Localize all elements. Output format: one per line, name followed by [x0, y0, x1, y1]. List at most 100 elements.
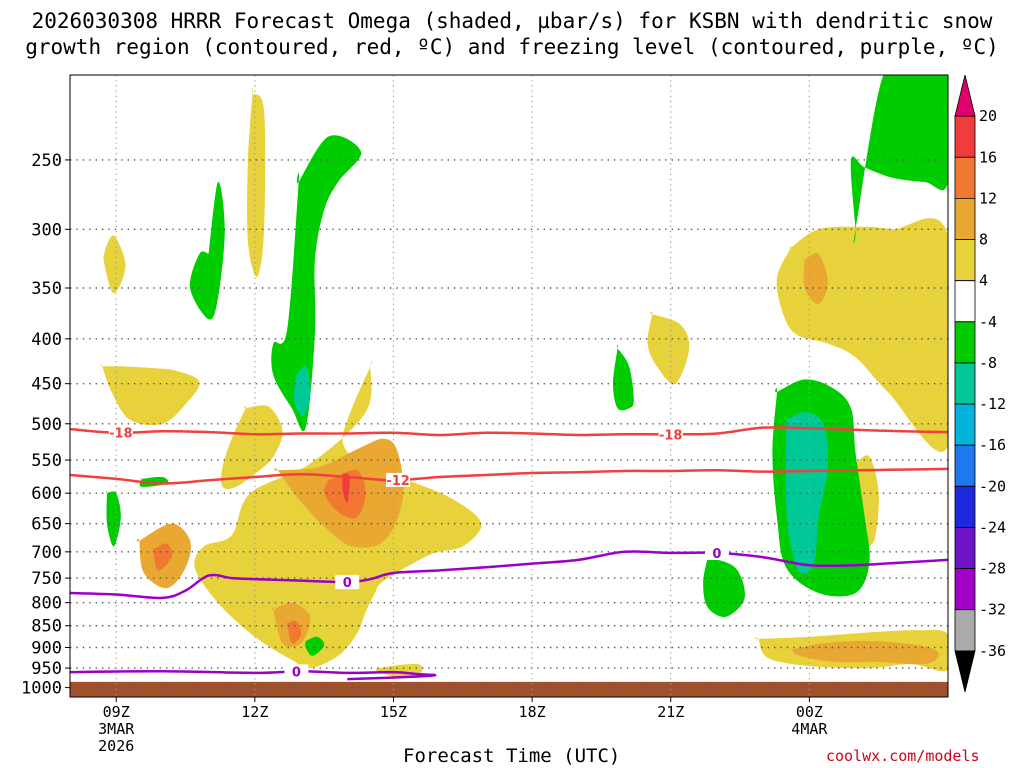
omega-region: [613, 344, 634, 411]
x-tick-label: 00Z: [796, 703, 823, 721]
colorbar-label: 20: [979, 107, 997, 125]
omega-region: [247, 87, 266, 278]
omega-region: [304, 636, 325, 656]
x-tick-label: 4MAR: [791, 720, 828, 738]
x-axis-title: Forecast Time (UTC): [403, 745, 621, 767]
colorbar-bin: [954, 485, 976, 528]
y-tick-label: 250: [31, 151, 62, 171]
colorbar-label: -24: [979, 518, 1006, 536]
colorbar-label: -12: [979, 395, 1006, 413]
colorbar-label: -32: [979, 601, 1006, 619]
y-tick-label: 600: [31, 484, 62, 504]
y-tick-label: 800: [31, 594, 62, 614]
ground-layer: [70, 681, 948, 697]
colorbar-label: 12: [979, 189, 997, 207]
omega-region: [100, 364, 200, 426]
pressure-axis: 2503003504004505005506006507007508008509…: [21, 151, 70, 699]
colorbar-label: -28: [979, 560, 1006, 578]
freezing-level-contour-line: [70, 550, 948, 600]
omega-region: [271, 135, 362, 432]
freezing-level-contour-line: [70, 670, 437, 681]
y-tick-label: 650: [31, 515, 62, 535]
omega-region: [151, 543, 173, 571]
dgz-contour-line: [70, 426, 948, 437]
y-tick-label: 900: [31, 638, 62, 658]
ground-fill: [70, 681, 948, 697]
temperature-contours: -18 -18 -12 0 0 0: [70, 425, 948, 681]
x-tick-label: 3MAR: [98, 720, 135, 738]
colorbar-bin: [954, 609, 976, 652]
freezing-level-label-bg: [704, 545, 729, 560]
omega-region: [647, 311, 690, 385]
colorbar-bin: [954, 568, 976, 611]
plot-frame: [69, 74, 949, 698]
colorbar-label: -36: [979, 642, 1006, 660]
colorbar-bin: [954, 650, 976, 693]
colorbar-label: -20: [979, 477, 1006, 495]
colorbar-label: -8: [979, 354, 997, 372]
freezing-level-label-bg: [284, 664, 309, 679]
colorbar-label: 16: [979, 148, 997, 166]
chart-title-line2: growth region (contoured, red, ºC) and f…: [25, 35, 999, 59]
omega-region: [850, 75, 948, 244]
colorbar-bin: [954, 280, 976, 323]
y-tick-label: 850: [31, 617, 62, 637]
omega-region: [293, 365, 311, 417]
dgz-contour-line: [70, 467, 948, 485]
y-tick-label: 950: [31, 659, 62, 679]
dgz-contour-label: -18: [109, 427, 133, 442]
chart-title-line1: 2026030308 HRRR Forecast Omega (shaded, …: [31, 9, 993, 33]
y-tick-label: 500: [31, 415, 62, 435]
colorbar-label: 4: [979, 272, 988, 290]
dgz-label-bg: [108, 425, 133, 440]
x-tick-label: 21Z: [657, 703, 684, 721]
dgz-label-bg: [386, 472, 411, 487]
x-tick-label: 2026: [98, 737, 134, 755]
x-tick-label: 09Z: [103, 703, 130, 721]
freezing-level-contour-label: 0: [292, 665, 301, 680]
colorbar-bin: [954, 444, 976, 487]
colorbar-label: -16: [979, 436, 1006, 454]
colorbar-bin: [954, 239, 976, 282]
dgz-contour-label: -18: [659, 428, 683, 443]
omega-region: [189, 181, 225, 320]
dgz-contour-label: -12: [386, 474, 410, 489]
y-tick-label: 750: [31, 569, 62, 589]
omega-region: [221, 405, 283, 490]
colorbar-bin: [954, 115, 976, 158]
freezing-level-contour-label: 0: [343, 576, 352, 591]
colorbar-bin: [954, 321, 976, 364]
omega-region: [342, 472, 350, 503]
freezing-level-contour-label: 0: [712, 547, 721, 562]
colorbar-bin: [954, 74, 976, 117]
y-tick-label: 550: [31, 451, 62, 471]
omega-region: [286, 620, 302, 644]
omega-region: [103, 235, 126, 294]
freezing-level-label-bg: [335, 575, 360, 590]
colorbar-bin: [954, 403, 976, 446]
omega-region: [703, 554, 745, 617]
colorbar-bin: [954, 198, 976, 240]
y-tick-label: 350: [31, 279, 62, 299]
y-tick-label: 700: [31, 543, 62, 563]
omega-region: [106, 490, 121, 547]
x-tick-label: 12Z: [241, 703, 268, 721]
credit-link[interactable]: coolwx.com/models: [826, 747, 980, 765]
colorbar-label: -4: [979, 313, 997, 331]
y-tick-label: 400: [31, 330, 62, 350]
colorbar-bin: [954, 362, 976, 405]
x-tick-label: 18Z: [519, 703, 546, 721]
colorbar: 20 16 12 8 4 -4 -8 -12 -16 -20 -24 -28 -32 -36: [954, 74, 1006, 693]
y-tick-label: 1000: [21, 679, 62, 699]
omega-region: [803, 252, 828, 305]
y-tick-label: 300: [31, 220, 62, 240]
omega-shading: [100, 75, 948, 678]
colorbar-bin: [954, 156, 976, 199]
x-tick-label: 15Z: [380, 703, 407, 721]
y-tick-label: 450: [31, 375, 62, 395]
colorbar-bin: [954, 527, 976, 569]
dgz-label-bg: [658, 427, 683, 442]
colorbar-label: 8: [979, 231, 988, 249]
